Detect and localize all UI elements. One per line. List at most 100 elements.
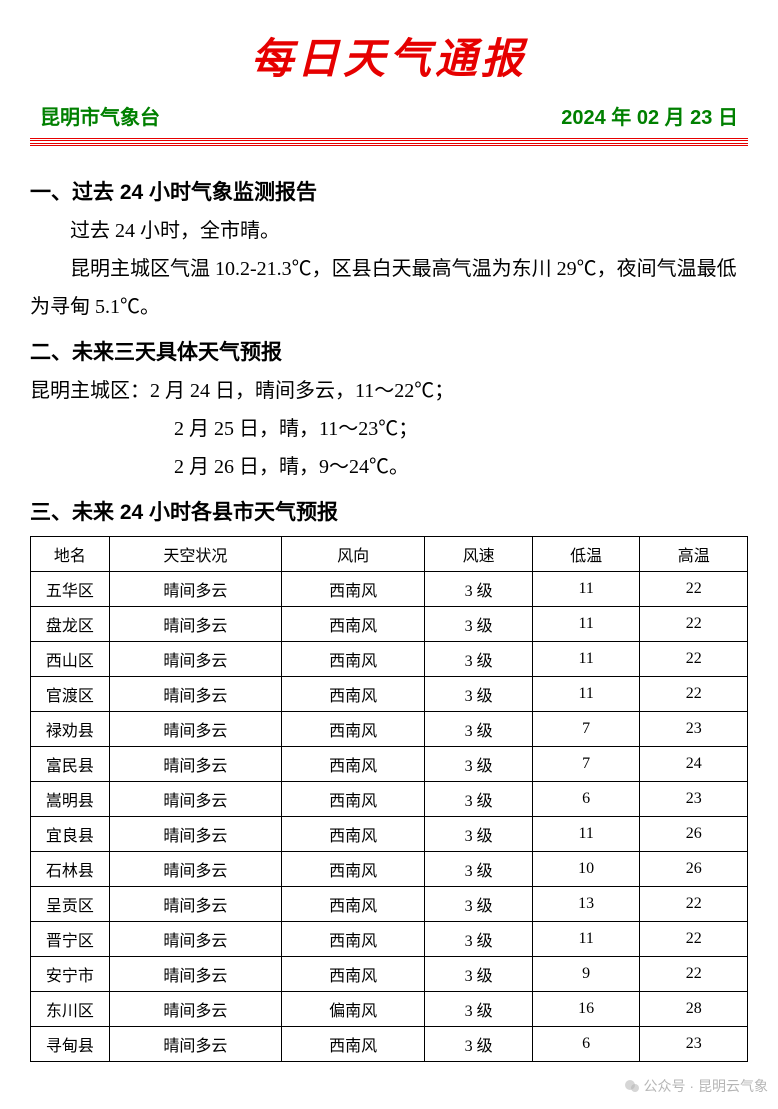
section-1-p2: 昆明主城区气温 10.2-21.3℃，区县白天最高气温为东川 29℃，夜间气温最… (30, 250, 748, 326)
table-cell: 西南风 (281, 782, 424, 817)
issue-date: 2024 年 02 月 23 日 (561, 101, 738, 130)
table-cell: 西南风 (281, 887, 424, 922)
table-cell: 晴间多云 (109, 712, 281, 747)
table-cell: 7 (532, 747, 640, 782)
table-cell: 3 级 (425, 852, 533, 887)
table-cell: 24 (640, 747, 748, 782)
table-cell: 官渡区 (31, 677, 110, 712)
table-cell: 3 级 (425, 957, 533, 992)
table-row: 嵩明县晴间多云西南风3 级623 (31, 782, 748, 817)
table-cell: 3 级 (425, 922, 533, 957)
table-row: 石林县晴间多云西南风3 级1026 (31, 852, 748, 887)
table-row: 安宁市晴间多云西南风3 级922 (31, 957, 748, 992)
wechat-icon (624, 1078, 640, 1094)
table-cell: 晴间多云 (109, 572, 281, 607)
table-cell: 22 (640, 922, 748, 957)
table-cell: 26 (640, 852, 748, 887)
watermark: 公众号 · 昆明云气象 (624, 1076, 768, 1096)
table-cell: 偏南风 (281, 992, 424, 1027)
table-cell: 石林县 (31, 852, 110, 887)
section-2-heading: 二、未来三天具体天气预报 (30, 336, 748, 366)
table-cell: 3 级 (425, 782, 533, 817)
table-cell: 3 级 (425, 607, 533, 642)
table-cell: 22 (640, 677, 748, 712)
forecast-day-2: 2 月 25 日，晴，11～23℃； (30, 410, 748, 448)
table-cell: 西南风 (281, 712, 424, 747)
watermark-text: 公众号 · 昆明云气象 (644, 1076, 768, 1096)
forecast-table: 地名 天空状况 风向 风速 低温 高温 五华区晴间多云西南风3 级1122盘龙区… (30, 536, 748, 1062)
section-1-p1: 过去 24 小时，全市晴。 (30, 212, 748, 250)
table-row: 富民县晴间多云西南风3 级724 (31, 747, 748, 782)
table-cell: 西南风 (281, 747, 424, 782)
table-cell: 3 级 (425, 712, 533, 747)
table-cell: 3 级 (425, 572, 533, 607)
table-cell: 东川区 (31, 992, 110, 1027)
table-cell: 11 (532, 607, 640, 642)
table-cell: 3 级 (425, 887, 533, 922)
col-wind-dir: 风向 (281, 537, 424, 572)
table-cell: 晴间多云 (109, 887, 281, 922)
table-cell: 3 级 (425, 747, 533, 782)
table-cell: 晴间多云 (109, 782, 281, 817)
table-cell: 13 (532, 887, 640, 922)
table-cell: 晴间多云 (109, 642, 281, 677)
table-cell: 7 (532, 712, 640, 747)
table-cell: 11 (532, 572, 640, 607)
table-cell: 寻甸县 (31, 1027, 110, 1062)
table-cell: 晴间多云 (109, 677, 281, 712)
table-cell: 晴间多云 (109, 852, 281, 887)
table-cell: 西南风 (281, 817, 424, 852)
table-cell: 西南风 (281, 852, 424, 887)
table-cell: 11 (532, 677, 640, 712)
table-cell: 安宁市 (31, 957, 110, 992)
table-cell: 西山区 (31, 642, 110, 677)
table-cell: 西南风 (281, 677, 424, 712)
table-row: 晋宁区晴间多云西南风3 级1122 (31, 922, 748, 957)
forecast-day-3: 2 月 26 日，晴，9～24℃。 (30, 448, 748, 486)
table-row: 寻甸县晴间多云西南风3 级623 (31, 1027, 748, 1062)
table-cell: 22 (640, 607, 748, 642)
forecast-table-body: 五华区晴间多云西南风3 级1122盘龙区晴间多云西南风3 级1122西山区晴间多… (31, 572, 748, 1062)
sub-header: 昆明市气象台 2024 年 02 月 23 日 (30, 101, 748, 138)
col-sky: 天空状况 (109, 537, 281, 572)
table-cell: 西南风 (281, 922, 424, 957)
table-row: 盘龙区晴间多云西南风3 级1122 (31, 607, 748, 642)
col-high-temp: 高温 (640, 537, 748, 572)
page-title: 每日天气通报 (30, 25, 748, 86)
table-row: 宜良县晴间多云西南风3 级1126 (31, 817, 748, 852)
table-cell: 9 (532, 957, 640, 992)
table-cell: 23 (640, 1027, 748, 1062)
table-cell: 22 (640, 642, 748, 677)
table-cell: 3 级 (425, 817, 533, 852)
table-cell: 禄劝县 (31, 712, 110, 747)
table-cell: 晴间多云 (109, 1027, 281, 1062)
forecast-day-1: 昆明主城区：2 月 24 日，晴间多云，11～22℃； (30, 372, 748, 410)
table-header-row: 地名 天空状况 风向 风速 低温 高温 (31, 537, 748, 572)
table-cell: 3 级 (425, 642, 533, 677)
table-cell: 晴间多云 (109, 607, 281, 642)
table-row: 禄劝县晴间多云西南风3 级723 (31, 712, 748, 747)
table-cell: 26 (640, 817, 748, 852)
table-row: 西山区晴间多云西南风3 级1122 (31, 642, 748, 677)
table-cell: 宜良县 (31, 817, 110, 852)
table-cell: 23 (640, 712, 748, 747)
table-cell: 11 (532, 817, 640, 852)
col-low-temp: 低温 (532, 537, 640, 572)
table-row: 东川区晴间多云偏南风3 级1628 (31, 992, 748, 1027)
table-cell: 嵩明县 (31, 782, 110, 817)
table-cell: 3 级 (425, 992, 533, 1027)
table-cell: 西南风 (281, 957, 424, 992)
table-cell: 6 (532, 1027, 640, 1062)
table-cell: 晴间多云 (109, 747, 281, 782)
table-cell: 11 (532, 642, 640, 677)
table-row: 呈贡区晴间多云西南风3 级1322 (31, 887, 748, 922)
col-area: 地名 (31, 537, 110, 572)
table-cell: 22 (640, 957, 748, 992)
table-cell: 晴间多云 (109, 992, 281, 1027)
table-cell: 6 (532, 782, 640, 817)
table-cell: 西南风 (281, 607, 424, 642)
table-cell: 28 (640, 992, 748, 1027)
table-cell: 富民县 (31, 747, 110, 782)
table-cell: 10 (532, 852, 640, 887)
table-cell: 呈贡区 (31, 887, 110, 922)
